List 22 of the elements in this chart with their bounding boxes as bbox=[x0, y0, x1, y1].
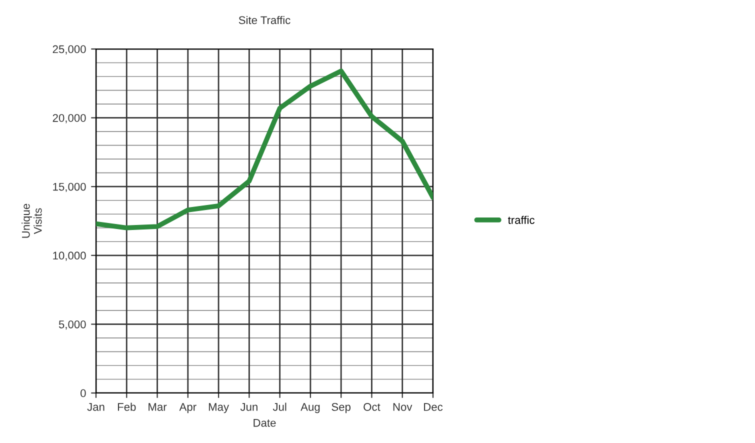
x-tick-label: Jun bbox=[240, 403, 258, 411]
x-tick-label: Nov bbox=[393, 403, 412, 411]
y-tick-label: 5,000 bbox=[58, 320, 86, 330]
x-tick-label: Dec bbox=[424, 403, 443, 411]
legend-label: traffic bbox=[508, 216, 534, 224]
x-tick-label: May bbox=[208, 403, 230, 414]
chart-title: Site Traffic bbox=[238, 16, 290, 24]
x-tick-label: Feb bbox=[118, 402, 136, 411]
y-tick-label: 10,000 bbox=[53, 252, 86, 261]
x-tick-label: Jan bbox=[87, 403, 104, 411]
x-axis-title: Date bbox=[254, 419, 276, 427]
x-tick-label: Sep bbox=[332, 403, 351, 414]
y-tick-label: 25,000 bbox=[52, 45, 86, 54]
x-tick-label: Jul bbox=[272, 402, 286, 411]
y-axis-title: Unique Visits bbox=[22, 204, 42, 238]
x-tick-label: Oct bbox=[364, 403, 380, 411]
y-tick-label: 20,000 bbox=[52, 114, 86, 124]
y-tick-label: 0 bbox=[80, 389, 86, 398]
y-tick-label: 15,000 bbox=[53, 182, 86, 192]
x-tick-label: Aug bbox=[300, 403, 320, 414]
x-tick-label: Mar bbox=[148, 403, 167, 411]
x-tick-label: Apr bbox=[179, 403, 196, 414]
